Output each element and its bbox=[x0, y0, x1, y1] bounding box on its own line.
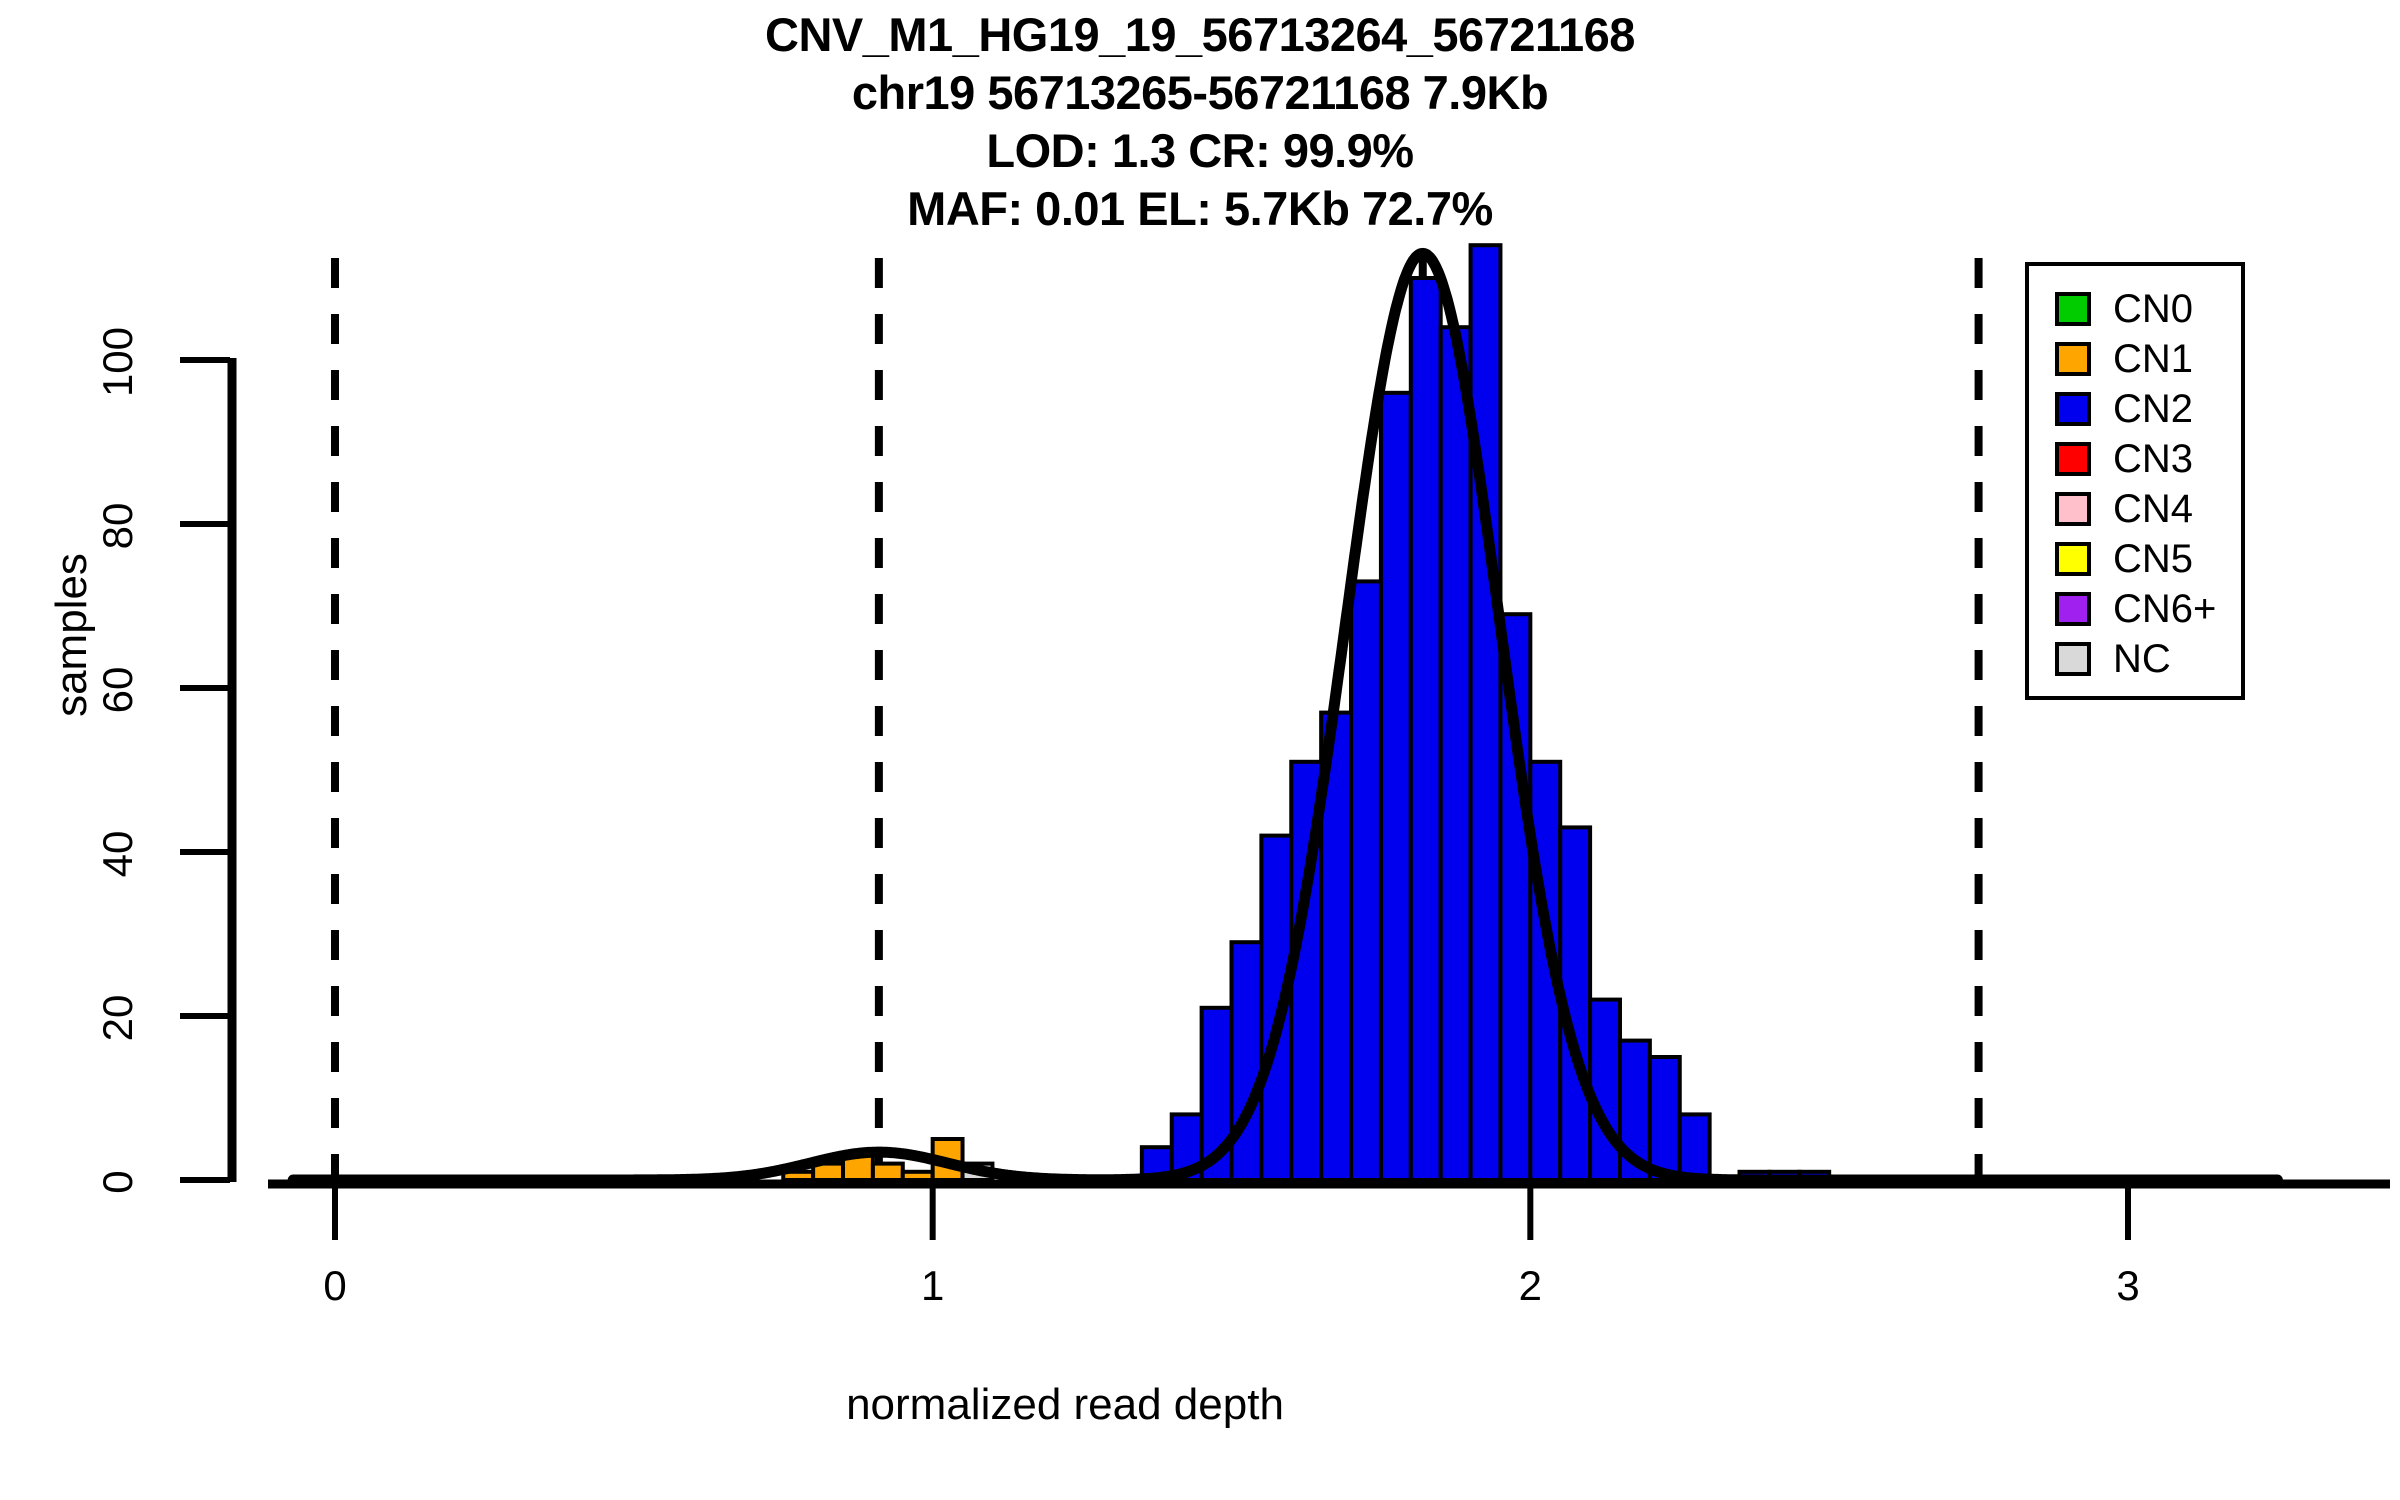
legend-item-cn5[interactable]: CN5 bbox=[2055, 534, 2241, 584]
histogram-bar bbox=[1588, 997, 1622, 1182]
legend-item-cn2[interactable]: CN2 bbox=[2055, 384, 2241, 434]
legend-swatch-icon bbox=[2055, 542, 2091, 576]
legend-item-cn0[interactable]: CN0 bbox=[2055, 284, 2241, 334]
y-tick-label: 0 bbox=[94, 1170, 141, 1194]
y-axis-label: samples bbox=[47, 553, 96, 717]
legend-item-label: CN2 bbox=[2113, 387, 2194, 431]
histogram-bar bbox=[1229, 940, 1264, 1183]
x-axis-label: normalized read depth bbox=[846, 1380, 1284, 1429]
histogram-bar bbox=[1408, 276, 1443, 1182]
legend-swatch-icon bbox=[2055, 642, 2091, 676]
legend-item-label: NC bbox=[2113, 637, 2171, 681]
y-tick-label: 80 bbox=[94, 502, 141, 550]
y-tick-label: 40 bbox=[94, 830, 141, 878]
legend-item-label: CN5 bbox=[2113, 537, 2194, 581]
legend-item-label: CN6+ bbox=[2113, 587, 2217, 631]
legend-item-nc[interactable]: NC bbox=[2055, 634, 2241, 684]
histogram-bar bbox=[1677, 1112, 1712, 1183]
y-tick-label: 60 bbox=[94, 666, 141, 714]
y-tick-label: 100 bbox=[94, 326, 141, 398]
legend-swatch-icon bbox=[2055, 342, 2091, 376]
title-line-2: chr19 56713265-56721168 7.9Kb bbox=[851, 66, 1549, 119]
legend-swatch-icon bbox=[2055, 492, 2091, 526]
histogram-bar bbox=[1468, 243, 1503, 1182]
histogram-bar bbox=[1349, 579, 1383, 1182]
legend-item-label: CN1 bbox=[2113, 337, 2194, 381]
histogram-bar bbox=[900, 1169, 935, 1183]
plot-title: CNV_M1_HG19_19_56713264_56721168 chr19 5… bbox=[0, 6, 2400, 238]
legend-swatch-icon bbox=[2055, 442, 2091, 476]
x-tick-label: 1 bbox=[920, 1262, 945, 1309]
title-line-4: MAF: 0.01 EL: 5.7Kb 72.7% bbox=[907, 182, 1493, 235]
histogram-bar bbox=[1378, 390, 1413, 1182]
histogram-bar bbox=[1438, 325, 1473, 1182]
legend: CN0 CN1 CN2 CN3 CN4 CN5 CN6+ NC bbox=[2025, 262, 2245, 700]
histogram-bar bbox=[1647, 1055, 1682, 1182]
y-tick-label: 20 bbox=[94, 994, 141, 1042]
x-tick-label: 2 bbox=[1518, 1262, 1542, 1309]
legend-item-cn6plus[interactable]: CN6+ bbox=[2055, 584, 2241, 634]
title-line-3: LOD: 1.3 CR: 99.9% bbox=[986, 124, 1414, 177]
x-tick-label: 3 bbox=[2116, 1262, 2140, 1309]
legend-swatch-icon bbox=[2055, 292, 2091, 326]
legend-item-label: CN0 bbox=[2113, 287, 2194, 331]
legend-item-cn4[interactable]: CN4 bbox=[2055, 484, 2241, 534]
legend-item-label: CN4 bbox=[2113, 487, 2194, 531]
x-tick-label: 0 bbox=[323, 1262, 347, 1309]
title-line-1: CNV_M1_HG19_19_56713264_56721168 bbox=[765, 8, 1635, 61]
legend-item-cn1[interactable]: CN1 bbox=[2055, 334, 2241, 384]
legend-swatch-icon bbox=[2055, 592, 2091, 626]
legend-swatch-icon bbox=[2055, 392, 2091, 426]
histogram-bar bbox=[870, 1161, 905, 1182]
legend-item-label: CN3 bbox=[2113, 437, 2194, 481]
legend-item-cn3[interactable]: CN3 bbox=[2055, 434, 2241, 484]
